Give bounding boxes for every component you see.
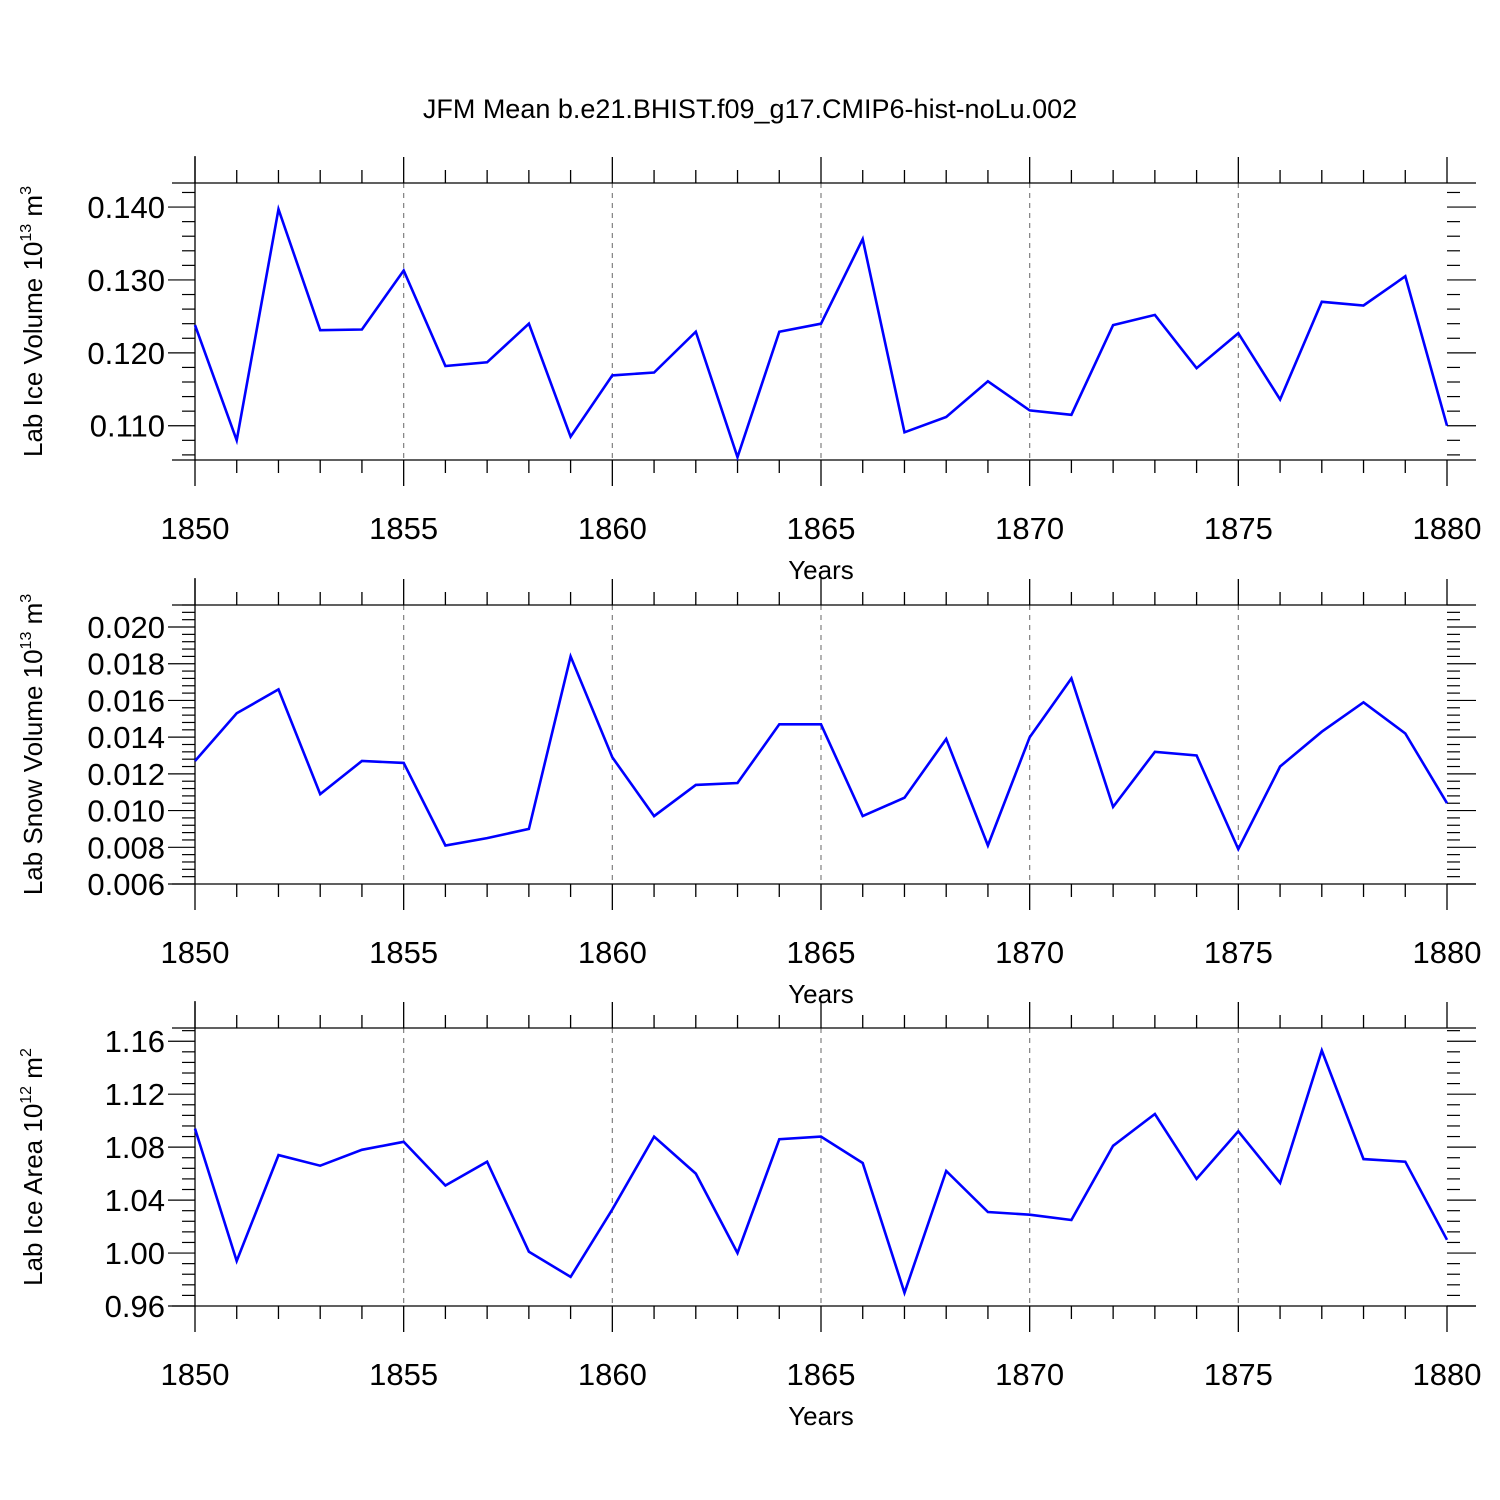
y-axis-title-superscript: 13 [18, 632, 35, 650]
y-axis-title-part: m [18, 195, 48, 224]
x-tick-label: 1875 [1204, 511, 1273, 546]
y-axis-title-part: Lab Snow Volume 10 [18, 649, 48, 895]
y-axis-title-part: m [18, 603, 48, 632]
y-tick-label: 0.016 [87, 683, 165, 718]
y-tick-label: 0.010 [87, 794, 165, 829]
series-line-lab-ice-area [193, 1046, 1449, 1297]
y-tick-label: 0.018 [87, 647, 165, 682]
y-axis-title-part: m [18, 1057, 48, 1086]
x-tick-label: 1875 [1204, 935, 1273, 970]
x-tick-label: 1880 [1413, 935, 1482, 970]
x-tick-label: 1855 [369, 1357, 438, 1392]
panels: 0.110 0.120 0.130 0.140 1850 1855 1860 1865 1870… [18, 156, 1481, 1431]
y-axis-title: Lab Ice Volume 1013 m3 [18, 186, 48, 457]
y-tick-label: 0.110 [90, 409, 165, 444]
y-tick-label: 0.130 [87, 263, 165, 298]
y-axis-title-part: Lab Ice Volume 10 [18, 242, 48, 457]
y-axis-title-superscript: 12 [18, 1086, 35, 1104]
panel-2: 0.0060.0080.0100.0120.0140.0160.0180.020… [18, 578, 1481, 1009]
x-tick-label: 1880 [1413, 1357, 1482, 1392]
x-tick-label: 1860 [578, 511, 647, 546]
x-tick-label: 1850 [161, 511, 230, 546]
y-tick-label: 1.16 [105, 1024, 165, 1059]
y-axis-title-part: Lab Ice Area 10 [18, 1104, 48, 1286]
y-tick-label: 0.006 [87, 867, 165, 902]
y-tick-label: 0.120 [87, 336, 165, 371]
x-tick-label: 1875 [1204, 1357, 1273, 1392]
x-tick-label: 1855 [369, 935, 438, 970]
x-tick-label: 1850 [161, 1357, 230, 1392]
y-axis-title-superscript: 2 [18, 1048, 35, 1057]
y-axis-title: Lab Snow Volume 1013 m3 [18, 594, 48, 895]
x-tick-label: 1880 [1413, 511, 1482, 546]
y-axis-title-superscript: 3 [18, 186, 35, 195]
y-tick-label: 0.014 [87, 720, 165, 755]
y-tick-label: 0.012 [87, 757, 165, 792]
figure-title: JFM Mean b.e21.BHIST.f09_g17.CMIP6-hist-… [423, 94, 1077, 124]
y-tick-label: 0.140 [87, 190, 165, 225]
y-axis-title: Lab Ice Area 1012 m2 [18, 1048, 48, 1286]
x-tick-label: 1865 [787, 511, 856, 546]
x-tick-label: 1865 [787, 1357, 856, 1392]
x-tick-label: 1865 [787, 935, 856, 970]
y-tick-label: 1.12 [105, 1077, 165, 1112]
y-axis-title-superscript: 3 [18, 594, 35, 603]
panel-3: 0.96 1.00 1.04 1.08 1.12 1.16 1850 1855 1860 1865… [18, 1001, 1481, 1431]
series-line-lab-snow-volume [194, 652, 1449, 853]
y-axis-title-superscript: 13 [18, 224, 35, 242]
y-tick-label: 0.020 [87, 610, 165, 645]
y-tick-label: 1.00 [105, 1236, 165, 1271]
x-tick-label: 1855 [369, 511, 438, 546]
series-line-lab-ice-volume [193, 204, 1449, 462]
x-tick-label: 1850 [161, 935, 230, 970]
x-tick-label: 1860 [578, 935, 647, 970]
x-tick-label: 1870 [995, 935, 1064, 970]
x-tick-label: 1870 [995, 511, 1064, 546]
x-tick-label: 1860 [578, 1357, 647, 1392]
y-tick-label: 0.008 [87, 830, 165, 865]
y-tick-label: 1.04 [105, 1183, 165, 1218]
x-axis-title: Years [788, 1401, 854, 1431]
x-tick-label: 1870 [995, 1357, 1064, 1392]
y-tick-label: 1.08 [105, 1130, 165, 1165]
panel-1: 0.110 0.120 0.130 0.140 1850 1855 1860 1865 1870… [18, 156, 1481, 585]
y-tick-label: 0.96 [105, 1289, 165, 1324]
